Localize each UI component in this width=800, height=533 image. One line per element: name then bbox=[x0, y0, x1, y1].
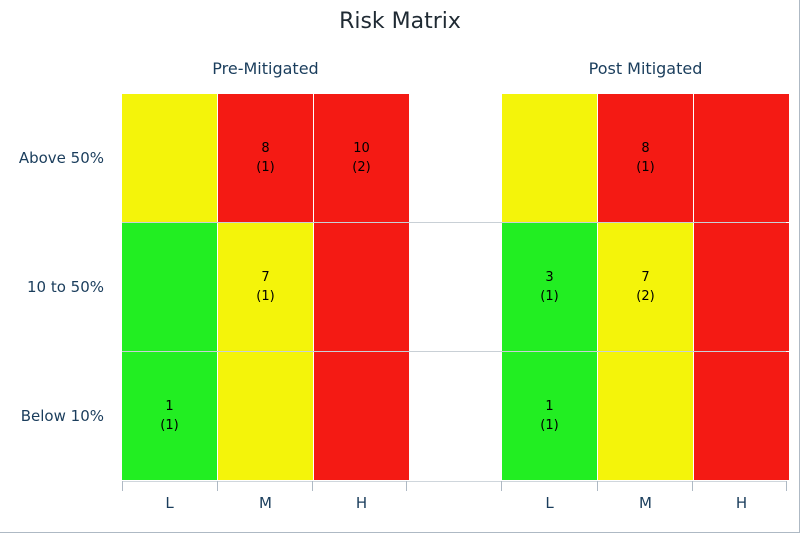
cell-value: 7 bbox=[641, 270, 650, 285]
cell-label: 7 (2) bbox=[598, 268, 693, 306]
cell-count: (2) bbox=[636, 289, 655, 304]
cell-count: (1) bbox=[160, 418, 179, 433]
matrix-cell: 1 (1) bbox=[122, 352, 217, 480]
col-label-M: M bbox=[639, 494, 652, 512]
x-axis-tick bbox=[312, 481, 313, 491]
x-axis-tick bbox=[217, 481, 218, 491]
cell-count: (1) bbox=[256, 289, 275, 304]
cell-value: 7 bbox=[261, 270, 270, 285]
matrix-cell: 10 (2) bbox=[314, 94, 409, 222]
x-axis-tick bbox=[786, 481, 787, 491]
gridline-row-2 bbox=[122, 351, 786, 352]
cell-value: 1 bbox=[165, 399, 174, 414]
matrix-cell bbox=[598, 352, 693, 480]
panel-title-0: Pre-Mitigated bbox=[212, 59, 319, 78]
cell-value: 8 bbox=[641, 141, 650, 156]
matrix-cell bbox=[694, 223, 789, 351]
cell-label: 1 (1) bbox=[502, 397, 597, 435]
matrix-cell bbox=[502, 94, 597, 222]
matrix-cell bbox=[314, 223, 409, 351]
panel-title-1: Post Mitigated bbox=[588, 59, 703, 78]
matrix-cell bbox=[122, 223, 217, 351]
col-label-H: H bbox=[355, 494, 368, 512]
cell-label: 1 (1) bbox=[122, 397, 217, 435]
cell-count: (1) bbox=[256, 160, 275, 175]
col-label-H: H bbox=[735, 494, 748, 512]
x-axis-tick bbox=[122, 481, 123, 491]
cell-count: (1) bbox=[540, 418, 559, 433]
chart-title: Risk Matrix bbox=[339, 9, 461, 34]
matrix-cell: 7 (1) bbox=[218, 223, 313, 351]
matrix-cell bbox=[314, 352, 409, 480]
row-label-2: Below 10% bbox=[20, 407, 104, 425]
x-axis-tick bbox=[406, 481, 407, 491]
cell-label: 10 (2) bbox=[314, 139, 409, 177]
cell-value: 10 bbox=[353, 141, 370, 156]
row-label-0: Above 50% bbox=[18, 149, 104, 167]
matrix-cell bbox=[218, 352, 313, 480]
matrix-cell: 3 (1) bbox=[502, 223, 597, 351]
cell-value: 3 bbox=[545, 270, 554, 285]
matrix-cell: 8 (1) bbox=[598, 94, 693, 222]
cell-label: 8 (1) bbox=[598, 139, 693, 177]
gridline-row-1 bbox=[122, 222, 786, 223]
x-axis-tick bbox=[597, 481, 598, 491]
col-label-L: L bbox=[165, 494, 174, 512]
cell-label: 3 (1) bbox=[502, 268, 597, 306]
cell-value: 1 bbox=[545, 399, 554, 414]
matrix-cell bbox=[122, 94, 217, 222]
x-axis-line bbox=[122, 481, 786, 482]
row-label-1: 10 to 50% bbox=[26, 278, 104, 296]
matrix-cell bbox=[694, 352, 789, 480]
x-axis-tick bbox=[501, 481, 502, 491]
cell-count: (2) bbox=[352, 160, 371, 175]
matrix-cell: 8 (1) bbox=[218, 94, 313, 222]
cell-value: 8 bbox=[261, 141, 270, 156]
matrix-cell: 1 (1) bbox=[502, 352, 597, 480]
matrix-cell bbox=[694, 94, 789, 222]
col-label-M: M bbox=[259, 494, 272, 512]
cell-count: (1) bbox=[540, 289, 559, 304]
matrix-cell: 7 (2) bbox=[598, 223, 693, 351]
cell-count: (1) bbox=[636, 160, 655, 175]
col-label-L: L bbox=[545, 494, 554, 512]
cell-label: 7 (1) bbox=[218, 268, 313, 306]
cell-label: 8 (1) bbox=[218, 139, 313, 177]
x-axis-tick bbox=[692, 481, 693, 491]
